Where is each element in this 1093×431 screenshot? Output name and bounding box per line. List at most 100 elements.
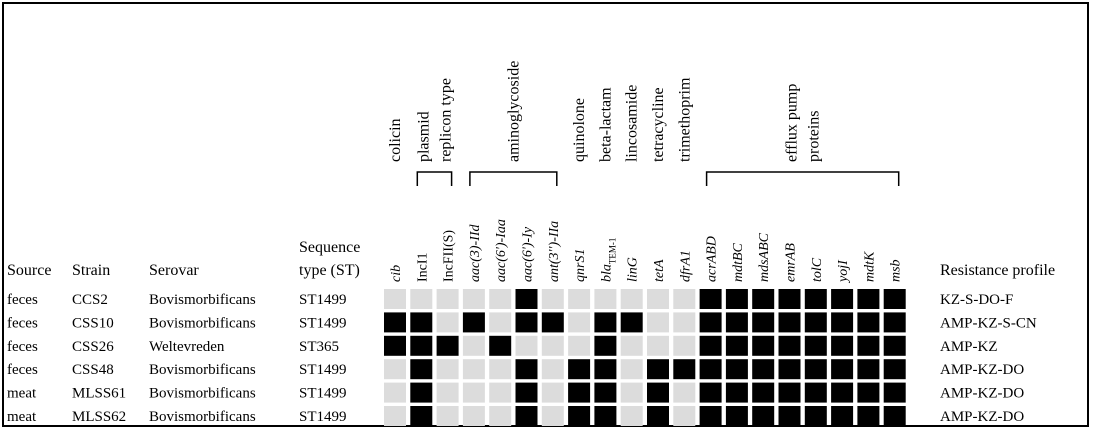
heatmap-cell-ccs2-emrab	[778, 289, 801, 309]
gene-label-teta: tetA	[652, 259, 667, 282]
row-sequence-type-5: ST1499	[299, 409, 347, 425]
gene-label-aac3iid: aac(3)-IId	[468, 223, 483, 282]
heatmap-cell-mlss61-teta	[647, 382, 669, 403]
heatmap-cell-css10-teta	[647, 312, 669, 333]
gene-label-tolc: tolC	[810, 257, 825, 282]
category-label-colicin: colicin	[387, 118, 404, 162]
gene-label-dfra1: dfrA1	[678, 250, 693, 282]
heatmap-cell-css10-aac6iaa	[489, 312, 512, 333]
row-resistance-profile-4: AMP-KZ-DO	[940, 386, 1024, 402]
row-serovar-5: Bovismorbificans	[149, 409, 256, 425]
row-sequence-type-3: ST1499	[299, 362, 347, 378]
heatmap-cell-css48-msb	[883, 359, 906, 380]
heatmap-cell-mlss61-yoji	[831, 382, 854, 403]
category-label-trimethoprim: trimethoprim	[676, 77, 693, 162]
heatmap-cell-ccs2-ant3iia	[541, 289, 564, 309]
heatmap-cell-css48-cib	[384, 359, 406, 380]
heatmap-cell-ccs2-yoji	[831, 289, 854, 309]
gene-label-mdtk: mdtK	[862, 251, 877, 282]
heatmap-cell-css48-aac6iaa	[489, 359, 512, 380]
category-bracket-plasmid-replicon-type	[416, 171, 453, 186]
heatmap-cell-css26-yoji	[831, 335, 854, 356]
heatmap-cell-css10-tolc	[804, 312, 827, 333]
heatmap-cell-mlss62-mdsabc	[752, 406, 775, 426]
gene-label-mdsabc: mdsABC	[757, 232, 772, 282]
heatmap-cell-css48-incfiis	[436, 359, 459, 380]
heatmap-cell-mlss61-incfiis	[436, 382, 459, 403]
row-resistance-profile-0: KZ-S-DO-F	[940, 292, 1013, 308]
column-header-sequence-type-line1: Sequence	[299, 239, 360, 256]
heatmap-cell-mlss62-mdtbc	[725, 406, 748, 426]
heatmap-cell-mlss62-mdtk	[857, 406, 880, 426]
heatmap-cell-mlss61-acrabd	[699, 382, 722, 403]
heatmap-cell-ccs2-cib	[384, 289, 406, 309]
column-header-source: Source	[7, 262, 51, 279]
row-resistance-profile-3: AMP-KZ-DO	[940, 362, 1024, 378]
heatmap-cell-css48-bla	[594, 359, 617, 380]
heatmap-cell-mlss62-qnrs1	[568, 406, 591, 426]
row-strain-5: MLSS62	[72, 409, 126, 425]
gene-label-emrab: emrAB	[784, 243, 799, 282]
heatmap-cell-css10-emrab	[778, 312, 801, 333]
row-sequence-type-2: ST365	[299, 339, 339, 355]
gene-label-ling: linG	[626, 257, 641, 282]
category-label-quinolone: quinolone	[571, 98, 588, 162]
heatmap-cell-css26-aac3iid	[462, 335, 485, 356]
row-sequence-type-1: ST1499	[299, 315, 347, 331]
category-label-efflux-pump-proteins-line2: proteins	[806, 110, 823, 162]
heatmap-cell-ccs2-msb	[883, 289, 906, 309]
heatmap-cell-css26-cib	[384, 335, 406, 356]
row-source-3: feces	[7, 362, 38, 378]
category-bracket-efflux-pump-proteins	[705, 171, 900, 186]
gene-label-qnrs1: qnrS1	[573, 249, 588, 282]
category-label-efflux-pump-proteins-line1: efflux pump	[784, 84, 801, 162]
row-resistance-profile-2: AMP-KZ	[940, 339, 998, 355]
heatmap-cell-ccs2-aac6iy	[515, 289, 538, 309]
heatmap-cell-mlss61-aac6iaa	[489, 382, 512, 403]
row-serovar-2: Weltevreden	[149, 339, 225, 355]
heatmap-cell-css10-mdtk	[857, 312, 880, 333]
row-source-1: feces	[7, 315, 38, 331]
heatmap-cell-css48-mdtk	[857, 359, 880, 380]
heatmap-cell-ccs2-acrabd	[699, 289, 722, 309]
heatmap-cell-mlss62-yoji	[831, 406, 854, 426]
heatmap-cell-mlss61-ant3iia	[541, 382, 564, 403]
category-label-beta-lactam: beta-lactam	[597, 87, 614, 162]
heatmap-cell-css26-teta	[647, 335, 669, 356]
gene-label-yoji: yojI	[836, 259, 851, 284]
heatmap-cell-mlss61-mdtk	[857, 382, 880, 403]
row-source-4: meat	[7, 386, 37, 402]
row-resistance-profile-1: AMP-KZ-S-CN	[940, 315, 1037, 331]
heatmap-cell-mlss62-ant3iia	[541, 406, 564, 426]
gene-label-aac6iaa: aac(6')-Iaa	[494, 219, 509, 282]
heatmap-cell-css26-aac6iy	[515, 335, 538, 356]
heatmap-cell-ccs2-qnrs1	[568, 289, 591, 309]
heatmap-cell-css10-msb	[883, 312, 906, 333]
heatmap-cell-css26-bla	[594, 335, 617, 356]
heatmap-cell-mlss62-aac3iid	[462, 406, 485, 426]
heatmap-cell-mlss61-aac6iy	[515, 382, 538, 403]
heatmap-cell-mlss61-cib	[384, 382, 406, 403]
heatmap-cell-css10-cib	[384, 312, 406, 333]
gene-label-inci1: IncI1	[415, 252, 430, 282]
heatmap-cell-css48-tolc	[804, 359, 827, 380]
gene-label-acrabd: acrABD	[705, 236, 720, 282]
heatmap-cell-css48-mdsabc	[752, 359, 775, 380]
heatmap-cell-ccs2-mdsabc	[752, 289, 775, 309]
heatmap-cell-css48-teta	[647, 359, 669, 380]
gene-label-bla: blaTEM-1	[599, 238, 617, 282]
heatmap-cell-ccs2-mdtbc	[725, 289, 748, 309]
row-strain-3: CSS48	[72, 362, 114, 378]
heatmap-cell-css10-ant3iia	[541, 312, 564, 333]
heatmap-cell-ccs2-ling	[620, 289, 643, 309]
heatmap-cell-ccs2-inci1	[410, 289, 433, 309]
heatmap-cell-mlss62-bla	[594, 406, 617, 426]
heatmap-cell-css48-ling	[620, 359, 643, 380]
heatmap-cell-css10-inci1	[410, 312, 433, 333]
row-source-2: feces	[7, 339, 38, 355]
heatmap-cell-css10-dfra1	[673, 312, 696, 333]
heatmap-cell-ccs2-incfiis	[436, 289, 459, 309]
heatmap-cell-mlss61-ling	[620, 382, 643, 403]
column-header-serovar: Serovar	[149, 262, 199, 279]
